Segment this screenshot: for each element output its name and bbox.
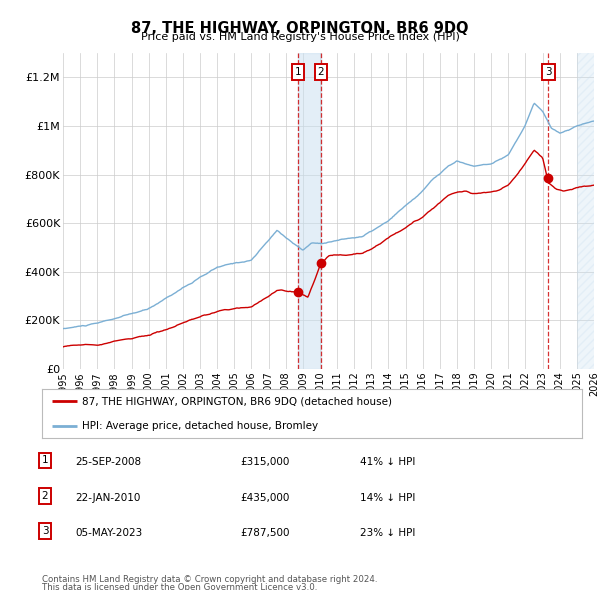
Text: 87, THE HIGHWAY, ORPINGTON, BR6 9DQ (detached house): 87, THE HIGHWAY, ORPINGTON, BR6 9DQ (det… [83, 396, 392, 407]
Text: 2: 2 [317, 67, 324, 77]
Text: 41% ↓ HPI: 41% ↓ HPI [360, 457, 415, 467]
Text: This data is licensed under the Open Government Licence v3.0.: This data is licensed under the Open Gov… [42, 583, 317, 590]
Text: 1: 1 [41, 455, 49, 466]
Text: 3: 3 [545, 67, 552, 77]
Text: £435,000: £435,000 [240, 493, 289, 503]
Text: HPI: Average price, detached house, Bromley: HPI: Average price, detached house, Brom… [83, 421, 319, 431]
Text: £787,500: £787,500 [240, 528, 290, 538]
Text: 2: 2 [41, 491, 49, 501]
Text: Contains HM Land Registry data © Crown copyright and database right 2024.: Contains HM Land Registry data © Crown c… [42, 575, 377, 584]
Bar [298, 53, 321, 369]
Text: Price paid vs. HM Land Registry's House Price Index (HPI): Price paid vs. HM Land Registry's House … [140, 32, 460, 42]
Text: 3: 3 [41, 526, 49, 536]
Text: 23% ↓ HPI: 23% ↓ HPI [360, 528, 415, 538]
Text: 87, THE HIGHWAY, ORPINGTON, BR6 9DQ: 87, THE HIGHWAY, ORPINGTON, BR6 9DQ [131, 21, 469, 36]
Text: 14% ↓ HPI: 14% ↓ HPI [360, 493, 415, 503]
Text: 1: 1 [295, 67, 301, 77]
Text: 22-JAN-2010: 22-JAN-2010 [75, 493, 140, 503]
Text: 05-MAY-2023: 05-MAY-2023 [75, 528, 142, 538]
Text: 25-SEP-2008: 25-SEP-2008 [75, 457, 141, 467]
Bar [577, 53, 594, 369]
Text: £315,000: £315,000 [240, 457, 289, 467]
